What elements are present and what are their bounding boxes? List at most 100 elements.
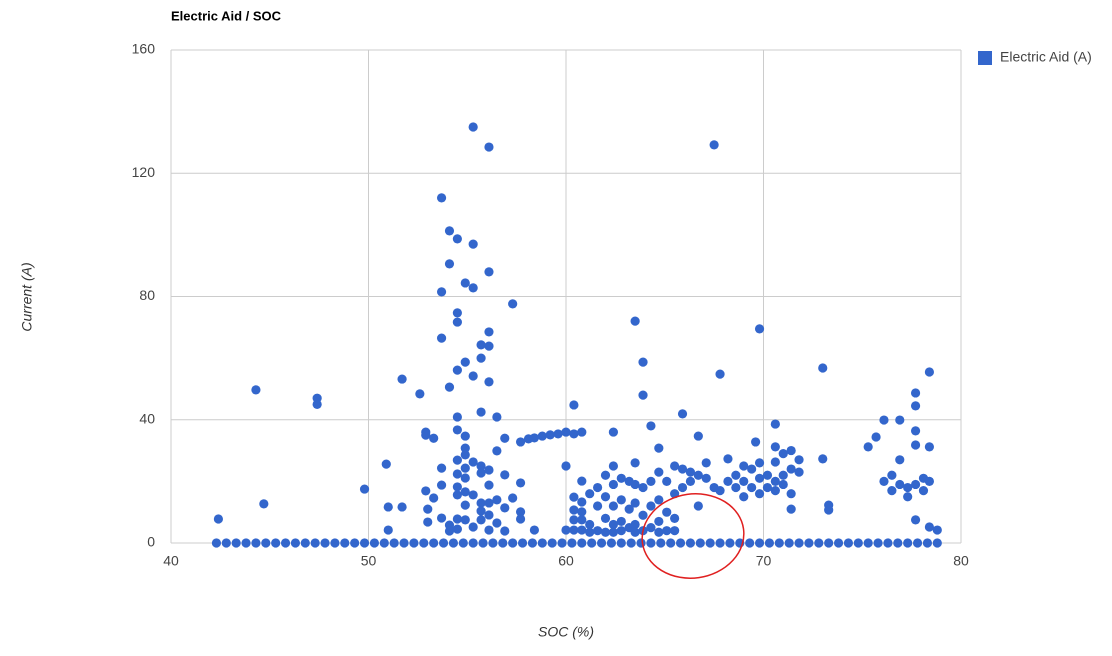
point: [932, 525, 942, 535]
point: [675, 538, 686, 548]
point: [739, 492, 749, 502]
point: [460, 500, 470, 510]
point: [754, 458, 765, 468]
point: [701, 473, 711, 483]
point: [515, 507, 526, 517]
point: [515, 478, 526, 488]
point: [369, 538, 380, 548]
point: [818, 363, 828, 373]
point: [814, 538, 824, 548]
point: [557, 538, 567, 548]
point: [476, 506, 486, 516]
point: [545, 430, 555, 440]
point: [500, 433, 510, 443]
point: [498, 538, 508, 548]
point: [484, 465, 494, 475]
point: [419, 538, 429, 548]
point: [468, 283, 478, 293]
point: [444, 382, 455, 392]
point: [484, 327, 494, 337]
point: [608, 527, 619, 537]
point: [241, 538, 251, 548]
x-tick-label: 70: [756, 553, 772, 569]
point: [383, 525, 393, 535]
point: [646, 522, 656, 533]
point: [754, 489, 765, 499]
point: [452, 308, 462, 318]
y-tick-label: 80: [139, 287, 155, 303]
point: [624, 504, 634, 514]
y-tick-label: 160: [132, 41, 156, 57]
point: [468, 122, 478, 132]
point: [887, 470, 897, 480]
point: [383, 502, 393, 512]
point: [883, 538, 893, 548]
point: [596, 538, 607, 548]
legend-swatch: [978, 51, 992, 65]
point: [587, 538, 597, 548]
point: [271, 538, 281, 548]
point: [770, 457, 780, 467]
point: [585, 519, 595, 530]
point: [547, 538, 557, 548]
point: [213, 514, 223, 524]
chart-title: Electric Aid / SOC: [171, 8, 282, 23]
point: [593, 482, 603, 493]
point: [468, 457, 478, 467]
point: [537, 538, 547, 548]
point: [484, 480, 494, 490]
point: [910, 401, 921, 411]
point: [786, 445, 796, 456]
point: [770, 419, 780, 429]
point: [593, 526, 603, 536]
point: [529, 433, 540, 443]
point: [320, 538, 330, 548]
point: [895, 479, 905, 490]
point: [695, 538, 705, 548]
point: [646, 501, 656, 511]
point: [452, 469, 462, 479]
point: [423, 517, 433, 527]
point: [436, 480, 447, 490]
point: [460, 463, 470, 473]
point: [452, 317, 462, 327]
point: [577, 507, 587, 517]
point: [778, 449, 788, 459]
point: [484, 498, 494, 508]
point: [537, 431, 547, 441]
point: [488, 538, 498, 548]
point: [460, 450, 470, 460]
points: [211, 122, 942, 548]
point: [918, 486, 929, 496]
point: [527, 538, 538, 548]
point: [762, 482, 773, 493]
point: [436, 193, 447, 203]
point: [879, 476, 889, 486]
point: [887, 486, 897, 496]
point: [654, 467, 664, 477]
point: [770, 476, 780, 486]
point: [693, 470, 703, 480]
point: [608, 501, 619, 511]
point: [638, 357, 648, 367]
point: [924, 367, 935, 377]
point: [770, 486, 780, 496]
point: [693, 501, 703, 511]
point: [910, 515, 921, 525]
point: [577, 515, 587, 525]
point: [638, 482, 648, 493]
point: [569, 525, 579, 535]
point: [804, 538, 814, 548]
point: [569, 505, 579, 515]
y-tick-label: 120: [132, 164, 156, 180]
point: [423, 504, 433, 514]
point: [636, 538, 646, 548]
point: [747, 482, 757, 493]
point: [731, 482, 741, 493]
point: [478, 538, 488, 548]
x-axis-title: SOC (%): [538, 624, 594, 640]
point: [476, 407, 486, 417]
point: [630, 527, 640, 537]
point: [553, 429, 563, 439]
